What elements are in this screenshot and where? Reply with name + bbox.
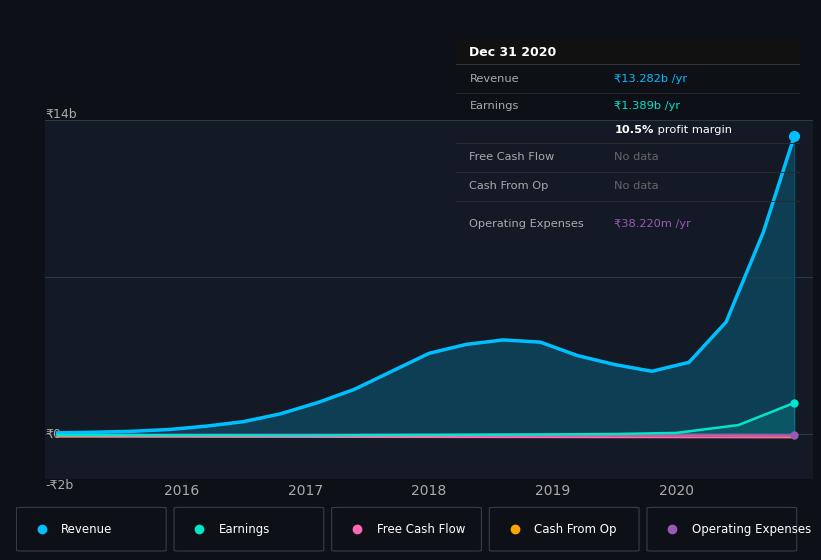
Text: Revenue: Revenue	[62, 522, 112, 536]
Text: Earnings: Earnings	[219, 522, 270, 536]
Text: No data: No data	[614, 181, 659, 192]
Text: profit margin: profit margin	[654, 125, 732, 136]
Text: Cash From Op: Cash From Op	[534, 522, 617, 536]
Text: Revenue: Revenue	[470, 73, 519, 83]
Text: Operating Expenses: Operating Expenses	[692, 522, 811, 536]
Text: ₹14b: ₹14b	[45, 108, 77, 120]
Text: ₹0: ₹0	[45, 427, 61, 441]
Text: ₹38.220m /yr: ₹38.220m /yr	[614, 218, 691, 228]
Text: Free Cash Flow: Free Cash Flow	[470, 152, 555, 162]
Text: Free Cash Flow: Free Cash Flow	[377, 522, 465, 536]
Text: ₹1.389b /yr: ₹1.389b /yr	[614, 100, 681, 110]
Text: Cash From Op: Cash From Op	[470, 181, 548, 192]
Text: -₹2b: -₹2b	[45, 479, 73, 492]
Text: Operating Expenses: Operating Expenses	[470, 218, 585, 228]
Text: Dec 31 2020: Dec 31 2020	[470, 46, 557, 59]
Text: No data: No data	[614, 152, 659, 162]
Text: 10.5%: 10.5%	[614, 125, 654, 136]
Text: ₹13.282b /yr: ₹13.282b /yr	[614, 73, 687, 83]
Bar	[456, 39, 800, 64]
Text: Earnings: Earnings	[470, 100, 519, 110]
